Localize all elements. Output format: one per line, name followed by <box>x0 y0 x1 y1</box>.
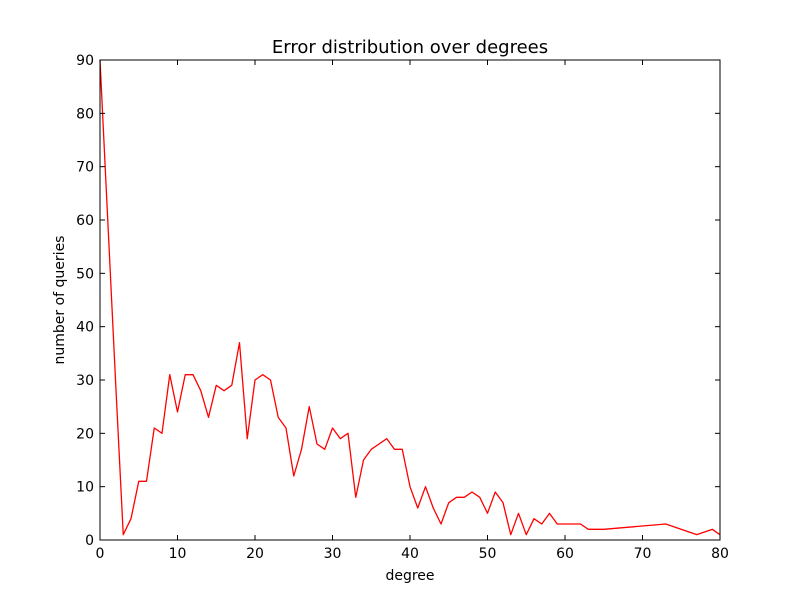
y-tick-label: 30 <box>76 373 94 389</box>
y-tick-label: 20 <box>76 426 94 442</box>
y-tick-label: 0 <box>85 533 94 549</box>
series-line <box>99 59 721 536</box>
x-tick-label: 30 <box>324 546 342 562</box>
y-tick-label: 60 <box>76 213 94 229</box>
plot-frame <box>99 59 721 541</box>
y-axis-label: number of queries <box>52 236 68 365</box>
chart-title: Error distribution over degrees <box>272 37 548 58</box>
y-tick-label: 50 <box>76 266 94 282</box>
x-tick-label: 40 <box>401 546 419 562</box>
plot-area: 0 10 20 30 40 50 60 70 80 0 10 20 30 40 50 60 70 80 90 <box>76 53 729 562</box>
y-tick-label: 90 <box>76 53 94 69</box>
x-tick-label: 60 <box>556 546 574 562</box>
x-tick-label: 80 <box>711 546 729 562</box>
y-tick-label: 10 <box>76 480 94 496</box>
x-tick-label: 70 <box>634 546 652 562</box>
y-tick-label: 70 <box>76 160 94 176</box>
x-tick-label: 50 <box>479 546 497 562</box>
x-tick-label: 0 <box>96 546 105 562</box>
y-tick-label: 40 <box>76 320 94 336</box>
x-tick-label: 10 <box>169 546 187 562</box>
x-axis-label: degree <box>385 568 434 584</box>
y-tick-label: 80 <box>76 106 94 122</box>
x-tick-label: 20 <box>246 546 264 562</box>
